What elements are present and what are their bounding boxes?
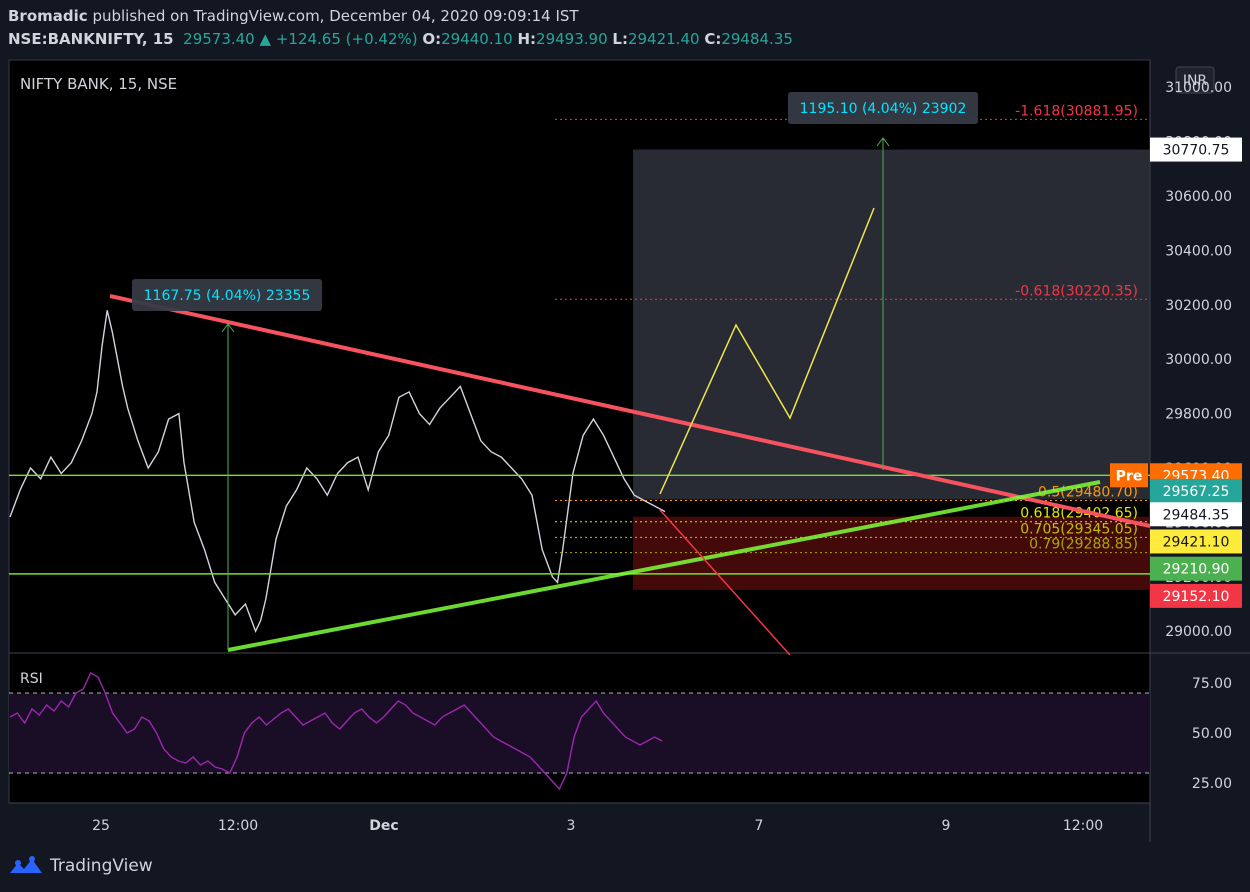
published-text: published on TradingView.com, December 0… [92,7,579,25]
chart-title: NIFTY BANK, 15, NSE [20,75,177,93]
rsi-tick-label-1: 50.00 [1192,726,1232,742]
bearish-projection [659,509,791,656]
price-series [9,310,666,633]
high-value: 29493.90 [536,30,608,48]
pre-market-tag-label: Pre [1116,468,1143,484]
rsi-title: RSI [20,671,43,687]
measure-label-0: 1167.75 (4.04%) 23355 [144,288,311,304]
x-tick-label-1: 12:00 [218,818,258,834]
price-badge-5 [1150,556,1242,581]
pre-market-tag [1110,463,1148,488]
open-label: O: [422,30,442,48]
low-value: 29421.40 [627,30,700,48]
bullish-projection [659,207,875,495]
price-badge-label-5: 29210.90 [1163,562,1230,578]
y-tick-label-6: 29800.00 [1165,407,1232,423]
price-badge-3 [1150,502,1242,527]
fib-label-0: -1.618(30881.95) [1015,103,1138,119]
high-label: H: [517,30,537,48]
y-tick-label-2: 30600.00 [1165,189,1232,205]
y-tick-label-10: 29000.00 [1165,624,1232,640]
x-tick-label-6: 12:00 [1063,818,1103,834]
footer-brand[interactable]: TradingView [8,855,153,877]
tradingview-logo-icon [10,856,42,873]
measure-box-0 [132,279,322,311]
price-change: +124.65 (+0.42%) [275,30,418,48]
measure-label-1: 1195.10 (4.04%) 23902 [800,101,967,117]
close-value: 29484.35 [721,30,793,48]
price-badge-label-4: 29421.10 [1163,534,1230,550]
x-tick-label-3: 3 [567,818,576,834]
footer-brand-label: TradingView [50,856,153,876]
symbol-name: NSE:BANKNIFTY, 15 [8,30,174,48]
rsi-line [9,672,663,791]
fib-label-4: 0.705(29345.05) [1020,521,1138,537]
range-box-1 [633,516,1150,590]
price-badge-4 [1150,529,1242,554]
close-label: C: [704,30,722,48]
x-tick-label-4: 7 [755,818,764,834]
currency-button-label: INR [1183,73,1208,89]
y-tick-label-5: 30000.00 [1165,352,1232,368]
rsi-tick-label-0: 75.00 [1192,676,1232,692]
y-tick-label-4: 30200.00 [1165,298,1232,314]
price-badge-0 [1150,137,1242,162]
measure-arrowhead-2 [876,137,890,147]
author-name[interactable]: Bromadic [8,7,88,25]
rsi-tick-label-2: 25.00 [1192,776,1232,792]
low-label: L: [612,30,628,48]
price-badge-6 [1150,583,1242,608]
currency-button [1175,66,1215,94]
x-tick-label-2: Dec [369,818,398,834]
price-badge-label-2: 29567.25 [1163,484,1230,500]
range-box-0 [633,149,1150,500]
change-arrow: ▲ [259,30,272,48]
measure-box-1 [788,92,978,124]
price-badge-label-3: 29484.35 [1163,507,1230,523]
x-tick-label-0: 25 [92,818,110,834]
publish-info: Bromadic published on TradingView.com, D… [8,7,579,25]
last-price: 29573.40 [183,30,255,48]
support-trendline [227,480,1101,652]
fib-label-5: 0.79(29288.85) [1029,537,1138,553]
x-tick-label-5: 9 [942,818,951,834]
open-value: 29440.10 [441,30,513,48]
y-tick-label-0: 31000.00 [1165,80,1232,96]
y-tick-label-3: 30400.00 [1165,243,1232,259]
rsi-band [9,693,1150,773]
price-badge-label-0: 30770.75 [1163,143,1230,159]
measure-arrowhead-1 [221,323,235,333]
symbol-info: NSE:BANKNIFTY, 15 29573.40 ▲ +124.65 (+0… [8,30,793,48]
price-badge-label-6: 29152.10 [1163,589,1230,605]
resistance-trendline [109,294,1151,528]
fib-label-1: -0.618(30220.35) [1015,283,1138,299]
price-badge-2 [1150,478,1242,503]
